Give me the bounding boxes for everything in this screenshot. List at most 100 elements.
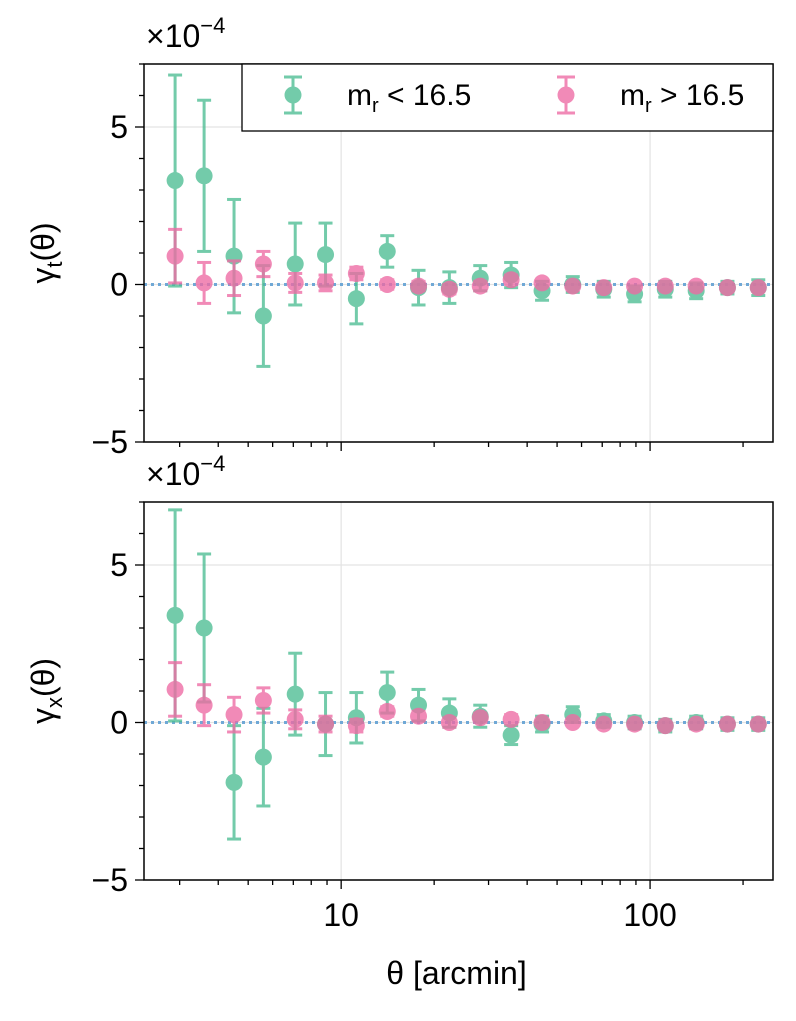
data-point (718, 279, 736, 297)
marker (718, 715, 736, 733)
marker (347, 717, 365, 735)
marker (410, 277, 428, 295)
scale-factor-base: ×10 (146, 18, 200, 54)
y-tick-label-text: −5 (92, 862, 128, 898)
marker (286, 685, 304, 703)
legend-label: mr > 16.5 (620, 79, 744, 117)
legend-label-base: m (347, 79, 372, 112)
marker (378, 242, 396, 260)
data-point (595, 279, 613, 297)
data-point (687, 277, 705, 295)
marker (166, 247, 184, 265)
marker (317, 246, 335, 264)
marker (166, 680, 184, 698)
legend: mr < 16.5 mr > 16.5 (241, 63, 774, 132)
marker (254, 307, 272, 325)
marker (626, 715, 644, 733)
data-point (502, 724, 520, 747)
legend-label-rest: > 16.5 (652, 79, 745, 112)
marker (286, 274, 304, 292)
y-axis-label-subscript: t (42, 261, 67, 267)
legend-frame (241, 63, 774, 132)
marker (626, 277, 644, 295)
data-point (749, 279, 767, 297)
marker (225, 706, 243, 724)
legend-label-subscript: r (645, 95, 652, 117)
x-axis-label-text: θ [arcmin] (386, 955, 526, 991)
legend-label: mr < 16.5 (347, 79, 471, 117)
x-tick-label-text: 10 (323, 897, 359, 933)
scale-factor-base: ×10 (146, 456, 200, 492)
marker (286, 710, 304, 728)
data-point (626, 277, 644, 295)
marker (471, 709, 489, 727)
data-point (656, 277, 674, 295)
scale-factor-exponent: −4 (200, 13, 225, 38)
x-tick-label: 100 (623, 897, 676, 933)
marker (749, 279, 767, 297)
data-point (254, 249, 272, 279)
data-point (440, 280, 458, 298)
marker (502, 710, 520, 728)
marker (166, 172, 184, 190)
marker (254, 255, 272, 273)
data-point (410, 277, 428, 295)
data-point (225, 259, 243, 298)
y-tick-label: 5 (110, 547, 128, 583)
legend-entry-1: mr > 16.5 (557, 75, 744, 117)
data-point (317, 714, 335, 734)
data-point (195, 260, 213, 305)
marker (254, 691, 272, 709)
data-point (225, 695, 243, 734)
marker (317, 274, 335, 292)
y-axis-label-tail: (θ) (25, 658, 61, 697)
x-tick-label: 10 (323, 897, 359, 933)
data-point (347, 717, 365, 735)
axes-frame (143, 501, 774, 881)
data-point (254, 706, 272, 808)
marker (195, 696, 213, 714)
series-bottom-1 (166, 661, 767, 735)
marker (502, 271, 520, 289)
marker (347, 290, 365, 308)
y-tick-label-text: 0 (110, 267, 128, 303)
marker (225, 269, 243, 287)
data-point (564, 277, 582, 295)
y-axis-label: γx(θ) (25, 658, 67, 724)
marker (317, 715, 335, 733)
marker (440, 714, 458, 731)
marker (718, 279, 736, 297)
data-point (195, 683, 213, 728)
marker (195, 274, 213, 292)
y-axis-label: γt(θ) (25, 222, 67, 283)
data-point (410, 707, 428, 725)
data-point (225, 724, 243, 841)
legend-label-subscript: r (372, 95, 379, 117)
marker (378, 276, 396, 293)
marker (595, 279, 613, 297)
legend-entry-0: mr < 16.5 (284, 75, 471, 117)
data-point (502, 271, 520, 289)
data-point (195, 552, 213, 704)
marker (378, 684, 396, 702)
data-point (533, 274, 551, 292)
marker (687, 277, 705, 295)
data-point (195, 98, 213, 253)
y-axis-label-tail: (θ) (25, 222, 61, 261)
marker (656, 717, 674, 735)
legend-dot (557, 86, 575, 104)
data-point (254, 264, 272, 368)
y-tick-label: 0 (110, 705, 128, 741)
marker (286, 255, 304, 273)
legend-marker (557, 75, 575, 115)
marker (595, 715, 613, 733)
marker (564, 277, 582, 295)
scale-factor: ×10−4 (146, 13, 225, 54)
y-axis-label-base: γ (25, 268, 61, 284)
data-point (378, 276, 396, 293)
marker (502, 726, 520, 744)
data-point (286, 708, 304, 731)
marker (533, 274, 551, 292)
